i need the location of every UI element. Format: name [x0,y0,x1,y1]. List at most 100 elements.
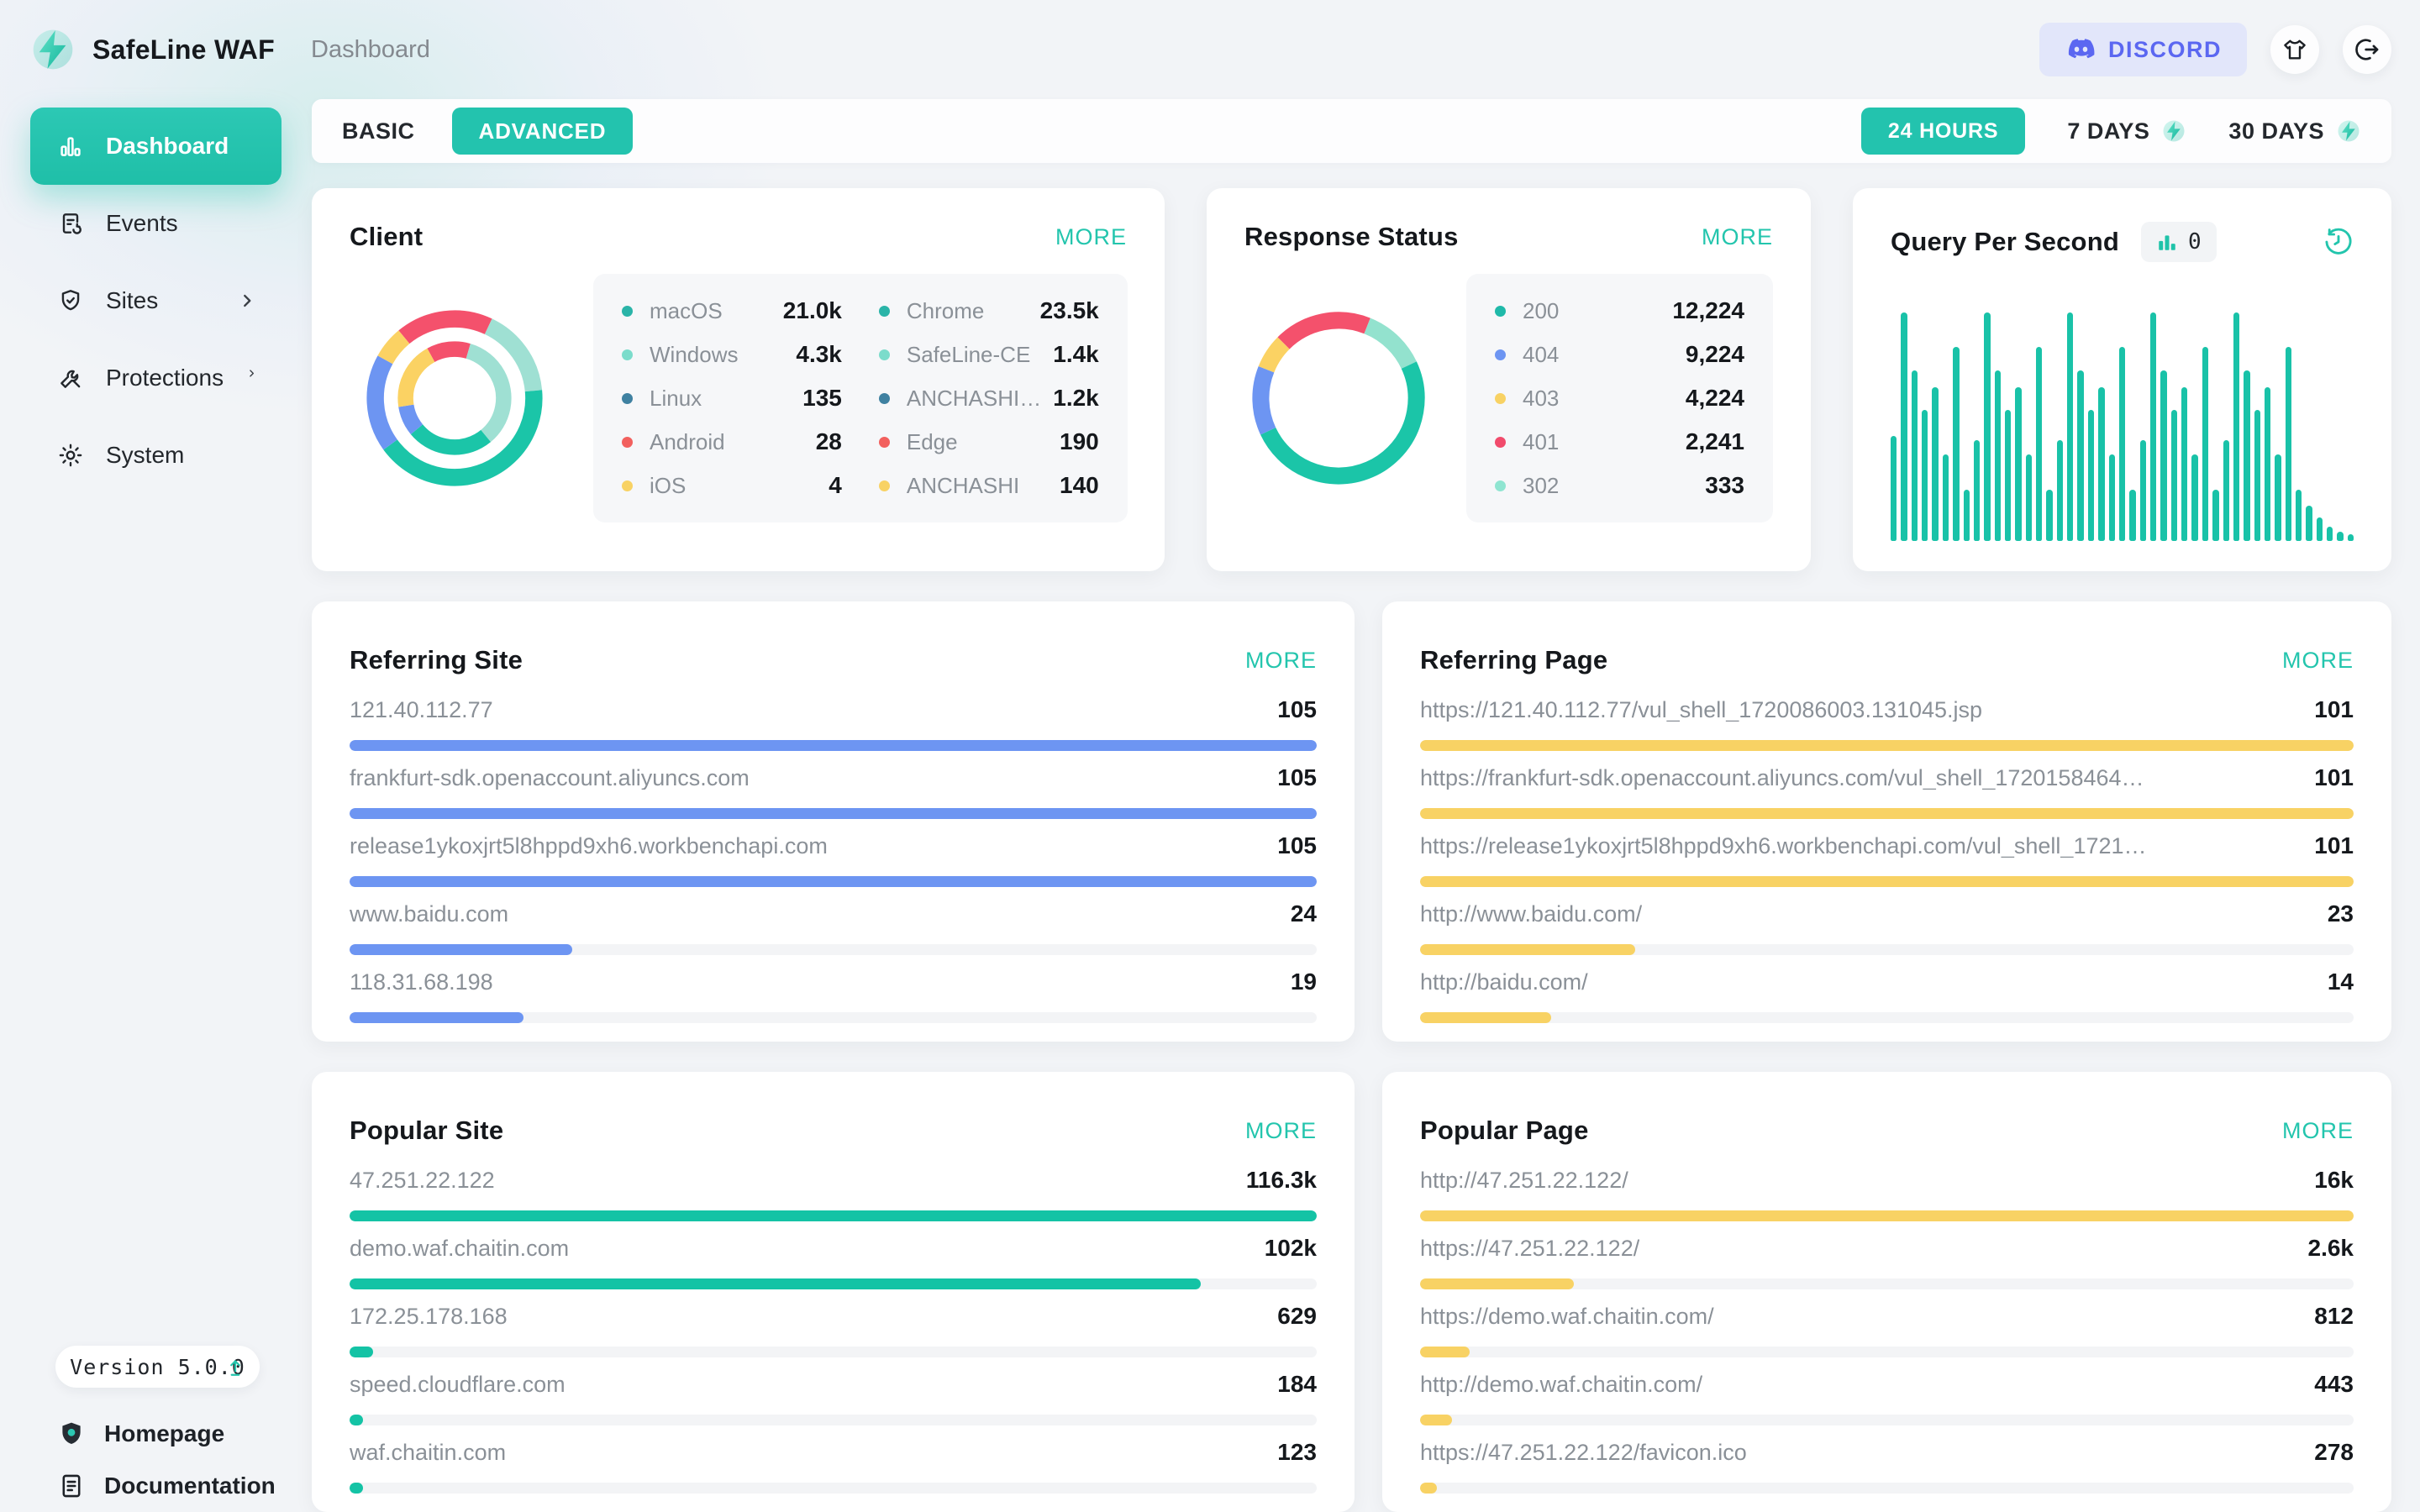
stat-row-value: 23 [2327,900,2354,927]
stat-row-header: 118.31.68.198 19 [350,969,1317,995]
qps-bar [2118,347,2126,541]
range-30-days-button[interactable]: 30 DAYS [2228,118,2361,144]
qps-bar [1953,347,1960,541]
legend-row: SafeLine-CE 1.4k [878,341,1099,368]
sidebar-item-events[interactable]: Events [30,185,281,262]
qps-bar [2160,370,2167,541]
legend-value: 1.2k [1053,385,1099,411]
sidebar-item-system[interactable]: System [30,417,281,494]
donut-segment [1252,312,1425,485]
response-status-donut-chart [1244,310,1433,486]
documentation-link[interactable]: Documentation [0,1460,312,1512]
qps-bar [2337,531,2344,541]
client-legend: macOS 21.0k Windows 4.3k Linux 135 Android 28 iO… [593,274,1128,522]
donut-segment [366,310,543,486]
progress-track [1420,1415,2354,1425]
card-title: Client [350,222,424,251]
client-card: Client MORE macOS 21.0k Windows 4.3k Linux 13… [312,188,1165,571]
stat-row-value: 101 [2314,764,2354,790]
popular-site-more-link[interactable]: MORE [1245,1117,1317,1143]
range-24-hours-button[interactable]: 24 HOURS [1860,108,2026,155]
progress-track [350,808,1317,819]
legend-name: Linux [650,385,702,411]
popular-page-more-link[interactable]: MORE [2282,1117,2354,1143]
chevron-right-icon [236,290,258,312]
stat-row: http://www.baidu.com/23 [1420,900,2354,955]
sidebar-item-sites[interactable]: Sites [30,262,281,339]
legend-row: 404 9,224 [1495,341,1744,368]
donut-segment [366,310,543,486]
legend-name: Android [650,428,725,454]
qps-bar [2046,489,2053,541]
client-more-link[interactable]: MORE [1055,223,1127,249]
stat-row-label: http://47.251.22.122/ [1420,1168,1628,1192]
progress-track [1420,944,2354,955]
legend-name: SafeLine-CE [906,341,1031,367]
legend-row: 200 12,224 [1495,297,1744,324]
theme-button[interactable] [2270,25,2319,74]
legend-name: 200 [1523,297,1560,323]
qps-bar [2285,347,2292,541]
stat-row-label: www.baidu.com [350,902,509,926]
stat-row-value: 278 [2314,1439,2354,1465]
stat-row-label: 121.40.112.77 [350,698,493,722]
legend-dot [878,436,890,448]
card-title: Referring Site [350,645,523,675]
stat-row: https://release1ykoxjrt5l8hppd9xh6.workb… [1420,832,2354,887]
legend-dot [622,392,633,404]
history-icon[interactable] [2323,227,2354,257]
sidebar-item-protections[interactable]: Protections [30,339,281,417]
brand: SafeLine WAF [29,25,311,74]
qps-bar [1973,440,1981,541]
progress-fill [350,1278,1201,1289]
legend-row: Android 28 [622,428,842,455]
version-badge[interactable]: Version 5.0.0 [55,1346,260,1388]
legend-row: ANCHASHI-SCAN 1.2k [878,385,1099,412]
stat-row-header: http://47.251.22.122/16k [1420,1167,2354,1194]
legend-dot [622,480,633,491]
progress-track [1420,740,2354,751]
stat-row-label: https://release1ykoxjrt5l8hppd9xh6.workb… [1420,834,2149,858]
donut-segment [1252,312,1425,485]
mode-advanced-button[interactable]: ADVANCED [451,108,634,155]
logout-button[interactable] [2343,25,2391,74]
legend-name: 404 [1523,341,1560,367]
qps-bar [2087,410,2095,541]
legend-value: 9,224 [1685,341,1744,367]
progress-track [1420,1347,2354,1357]
legend-name: 302 [1523,472,1560,498]
progress-track [350,1483,1317,1494]
response-status-more-link[interactable]: MORE [1702,223,1773,249]
response-status-card: Response Status MORE 200 12,224 404 9,224 40… [1207,188,1811,571]
qps-bar [1911,370,1918,541]
progress-fill [350,876,1317,887]
stat-row: 47.251.22.122 116.3k [350,1167,1317,1221]
progress-fill [1420,740,2354,751]
qps-bar [1963,489,1970,541]
range-7-days-button[interactable]: 7 DAYS [2067,118,2186,144]
referring-page-more-link[interactable]: MORE [2282,647,2354,673]
client-donut-chart [350,308,560,488]
qps-bar [1984,312,1991,541]
progress-fill [350,808,1317,819]
qps-bar [1901,312,1907,541]
bar-chart-icon [57,133,84,160]
qps-counter-badge: 0 [2140,222,2217,262]
qps-bar [2181,386,2188,541]
stat-row-label: https://47.251.22.122/favicon.ico [1420,1441,1747,1464]
progress-fill [350,944,572,955]
stat-row: https://47.251.22.122/favicon.ico 278 [1420,1439,2354,1494]
sidebar: Dashboard Events Sites [0,99,312,1512]
legend-dot [1495,305,1506,317]
legend-value: 28 [815,428,842,454]
stat-row-label: release1ykoxjrt5l8hppd9xh6.workbenchapi.… [350,834,828,858]
stat-row-header: demo.waf.chaitin.com 102k [350,1235,1317,1262]
referring-site-more-link[interactable]: MORE [1245,647,1317,673]
homepage-link[interactable]: Homepage [0,1408,312,1460]
discord-button[interactable]: DISCORD [2039,23,2247,76]
stat-row-label: frankfurt-sdk.openaccount.aliyuncs.com [350,766,750,790]
sidebar-item-dashboard[interactable]: Dashboard [30,108,281,185]
mode-basic-button[interactable]: BASIC [342,118,415,144]
qps-bar [2025,454,2033,541]
qps-bar [2202,347,2209,541]
